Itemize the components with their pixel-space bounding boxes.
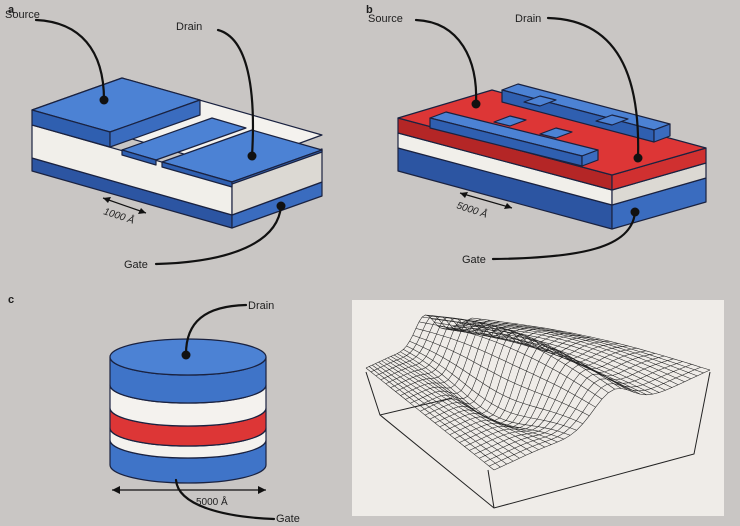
panel-b-drain-electrode — [501, 83, 671, 143]
panel-a-drain-label: Drain — [176, 21, 202, 33]
panel-b-scale-bar — [459, 192, 513, 209]
panel-b-gate-contact — [630, 207, 640, 217]
mesh-line — [459, 350, 646, 443]
panel-c-drain-label: Drain — [248, 300, 274, 312]
panel-b-scale-label: 5000 Å — [455, 198, 489, 220]
mesh-line — [464, 353, 656, 447]
panel-c: c Drain Gate 5000 Å — [8, 294, 300, 525]
panel-c-scale-label: 5000 Å — [196, 495, 228, 508]
panel-b-source-lead — [414, 18, 478, 106]
mesh-line — [444, 343, 619, 432]
mesh-line — [370, 315, 482, 373]
mesh-line — [424, 331, 582, 416]
panel-b-source-electrode — [429, 111, 599, 167]
panel-d-surface-plot — [352, 300, 724, 516]
panel-a-gate-lead — [154, 204, 283, 266]
panel-a-source-electrode — [31, 77, 201, 148]
panel-b-drain-lead — [546, 16, 640, 160]
mesh-line — [474, 358, 674, 455]
panel-b-letter: b — [366, 4, 373, 16]
panel-a-gate-finger — [121, 117, 247, 166]
mesh-line — [405, 322, 546, 400]
panel-b-drain-label: Drain — [515, 13, 541, 25]
panel-d-mesh — [365, 314, 711, 471]
mesh-line — [434, 337, 601, 424]
panel-a-scale-bar — [102, 197, 147, 214]
panel-b-source-label: Source — [368, 13, 403, 25]
mesh-line — [410, 324, 555, 404]
mesh-line — [380, 317, 500, 381]
mesh-line — [439, 340, 610, 428]
panel-b-gate-lead — [491, 210, 637, 261]
panel-c-drain-lead — [184, 303, 248, 356]
panel-d-bounding-box — [365, 371, 711, 509]
mesh-line — [449, 345, 628, 435]
panel-c-scale-bar — [112, 486, 266, 494]
panel-a-gate-label: Gate — [124, 259, 148, 271]
panel-c-letter: c — [8, 294, 14, 306]
panel-b-gate-label: Gate — [462, 254, 486, 266]
mesh-line — [390, 318, 518, 388]
panel-a-source-contact — [99, 95, 109, 105]
panel-b: b — [366, 4, 707, 266]
panel-a-drain-lead — [216, 28, 255, 158]
panel-a-drain-electrode — [161, 129, 323, 188]
panel-a-source-lead — [34, 18, 106, 102]
mesh-line — [415, 326, 564, 408]
panel-a-drain-contact — [247, 151, 257, 161]
panel-a-letter: a — [8, 4, 15, 16]
panel-c-cylinder — [109, 338, 267, 484]
panel-c-gate-label: Gate — [276, 513, 300, 525]
mesh-line — [429, 334, 592, 420]
panel-a-gate-contact — [276, 201, 286, 211]
mesh-line — [385, 317, 509, 384]
mesh-line — [484, 364, 692, 463]
mesh-line — [395, 320, 527, 392]
panel-b-drain-contact — [633, 153, 643, 163]
mesh-line — [454, 347, 637, 439]
panel-a-source-label: Source — [5, 9, 40, 21]
panel-c-drain-contact — [181, 350, 191, 360]
mesh-line — [469, 355, 665, 451]
mesh-line — [365, 314, 473, 369]
mesh-line — [420, 329, 573, 412]
panel-a: a — [5, 4, 323, 271]
mesh-line — [493, 369, 711, 471]
panel-b-source-contact — [471, 99, 481, 109]
mesh-line — [488, 366, 701, 467]
mesh-line — [479, 361, 683, 459]
panel-c-gate-lead — [174, 478, 276, 521]
